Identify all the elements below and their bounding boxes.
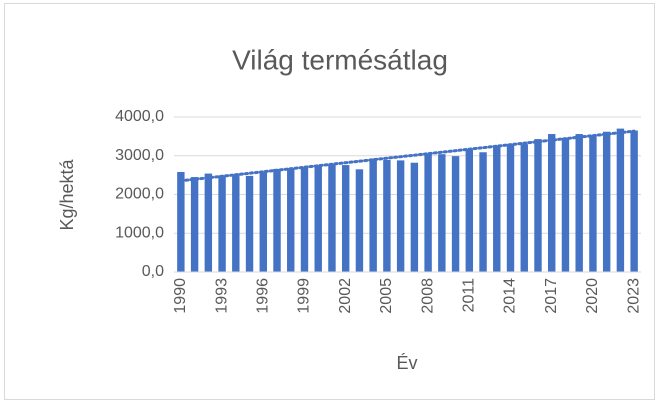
- bar: [602, 131, 611, 272]
- x-axis-label: Év: [396, 353, 417, 373]
- bar: [493, 145, 501, 272]
- bar: [383, 160, 391, 272]
- bar: [589, 135, 597, 272]
- bar: [534, 139, 542, 272]
- y-tick-label: 2000,0: [115, 186, 164, 203]
- bar: [328, 164, 336, 272]
- x-tick-label: 1990: [172, 278, 189, 314]
- bar: [204, 173, 213, 272]
- bar: [451, 156, 460, 272]
- bar: [548, 134, 556, 272]
- x-tick-label: 1999: [296, 278, 313, 314]
- bar: [616, 128, 625, 272]
- bar: [218, 175, 226, 272]
- x-tick-label: 2011: [461, 278, 478, 313]
- bar: [410, 162, 419, 272]
- bar: [287, 168, 295, 272]
- bar: [369, 158, 377, 272]
- bar: [314, 165, 322, 272]
- bar: [506, 144, 515, 272]
- bar: [438, 154, 446, 272]
- bar: [177, 172, 185, 272]
- x-tick-label: 2008: [419, 278, 436, 314]
- x-tick-label: 2023: [625, 278, 642, 314]
- bar: [561, 137, 570, 272]
- bar: [479, 152, 487, 272]
- bar: [465, 149, 474, 272]
- bar: [259, 172, 267, 272]
- y-tick-label: 0,0: [142, 263, 164, 280]
- bar: [630, 130, 638, 272]
- y-tick-label: 1000,0: [115, 224, 164, 241]
- bar: [232, 174, 240, 272]
- bar: [355, 169, 364, 272]
- bar: [520, 144, 528, 272]
- y-tick-label: 4000,0: [115, 108, 164, 125]
- bar: [575, 134, 583, 272]
- bar: [424, 153, 432, 272]
- y-tick-label: 3000,0: [115, 147, 164, 164]
- y-axis-label: Kg/hektá: [57, 158, 77, 230]
- x-tick-label: 1993: [213, 278, 230, 314]
- x-tick-label: 2020: [584, 278, 601, 314]
- bar: [190, 177, 199, 272]
- bar: [300, 166, 309, 272]
- x-tick-label: 2017: [543, 278, 560, 314]
- bar: [245, 175, 254, 272]
- x-tick-label: 2014: [502, 278, 519, 314]
- bar: [341, 165, 350, 272]
- x-tick-label: 2002: [337, 278, 354, 314]
- trendline: [179, 129, 636, 183]
- bar: [273, 168, 281, 272]
- x-tick-label: 2005: [378, 278, 395, 314]
- chart-title: Világ termésátlag: [232, 44, 448, 75]
- x-tick-label: 1996: [254, 278, 271, 314]
- bar: [396, 160, 405, 272]
